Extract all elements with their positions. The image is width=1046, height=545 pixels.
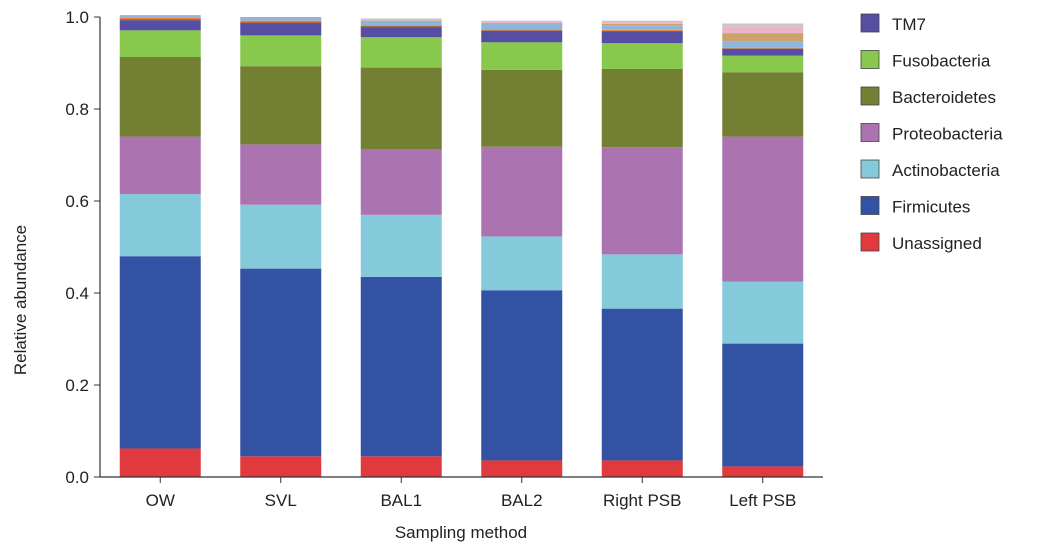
bar-segment-tm7-right-psb — [601, 31, 683, 44]
legend-label-unassigned: Unassigned — [892, 234, 982, 253]
y-tick-label-0-8: 0.8 — [65, 100, 89, 119]
bar-segment-minor-5-right-psb — [601, 20, 683, 23]
x-tick-label-left-psb: Left PSB — [729, 491, 796, 510]
y-tick-label-0-0: 0.0 — [65, 468, 89, 487]
bar-segment-tm7-left-psb — [722, 48, 804, 56]
bar-segment-minor-3-bal2 — [481, 22, 563, 24]
bar-segment-tm7-bal2 — [481, 30, 563, 43]
legend-label-fusobacteria: Fusobacteria — [892, 52, 991, 71]
bar-segment-bacteroidetes-svl — [240, 66, 322, 145]
x-tick-label-bal2: BAL2 — [501, 491, 543, 510]
bar-segment-firmicutes-left-psb — [722, 343, 804, 467]
bar-segment-unassigned-bal2 — [481, 460, 563, 477]
bar-segment-fusobacteria-left-psb — [722, 55, 804, 73]
bar-segment-minor-2-svl — [240, 17, 322, 21]
bar-segment-minor-2-ow — [119, 15, 201, 18]
bar-segment-minor-0-bal1 — [360, 26, 442, 28]
legend-swatch-firmicutes — [860, 196, 880, 215]
axes-group: OW SVL BAL1 BAL2 Right PSB Left PSB 0.0 0.2 0.4 0… — [65, 8, 823, 510]
bar-segment-actinobacteria-right-psb — [601, 254, 683, 309]
bar-segment-proteobacteria-svl — [240, 144, 322, 205]
bar-segment-fusobacteria-right-psb — [601, 43, 683, 69]
bar-segment-tm7-svl — [240, 23, 322, 36]
bar-segment-minor-4-right-psb — [601, 22, 683, 24]
bar-segment-proteobacteria-bal2 — [481, 146, 563, 237]
x-tick-label-svl: SVL — [265, 491, 297, 510]
bar-segment-bacteroidetes-bal1 — [360, 67, 442, 150]
legend-swatch-fusobacteria — [860, 50, 880, 69]
bar-segment-actinobacteria-svl — [240, 204, 322, 269]
bar-segment-minor-1-bal2 — [481, 29, 563, 31]
bar-segment-firmicutes-bal1 — [360, 276, 442, 457]
bar-segment-minor-2-bal1 — [360, 20, 442, 26]
bar-segment-unassigned-left-psb — [722, 466, 804, 477]
bar-segment-tm7-bal1 — [360, 27, 442, 38]
bar-segment-firmicutes-right-psb — [601, 308, 683, 461]
legend-label-tm7: TM7 — [892, 15, 926, 34]
bar-segment-minor-4-bal1 — [360, 18, 442, 21]
bar-segment-minor-2-right-psb — [601, 25, 683, 30]
bar-segment-minor-0-svl — [240, 22, 322, 24]
y-tick-label-1-0: 1.0 — [65, 8, 89, 27]
bar-segment-unassigned-right-psb — [601, 460, 683, 477]
y-axis-title: Relative abundance — [11, 225, 30, 375]
legend-label-actinobacteria: Actinobacteria — [892, 161, 1000, 180]
legend-label-bacteroidetes: Bacteroidetes — [892, 88, 996, 107]
bar-segment-actinobacteria-bal1 — [360, 214, 442, 277]
bar-segment-firmicutes-bal2 — [481, 290, 563, 461]
bar-segment-bacteroidetes-ow — [119, 57, 201, 137]
bar-segment-fusobacteria-bal1 — [360, 37, 442, 68]
bar-segment-firmicutes-ow — [119, 256, 201, 449]
bar-segment-minor-2-bal2 — [481, 23, 563, 30]
bar-segment-tm7-ow — [119, 20, 201, 31]
bars-group — [119, 15, 804, 477]
bar-segment-proteobacteria-bal1 — [360, 149, 442, 215]
bar-segment-unassigned-svl — [240, 456, 322, 477]
x-tick-label-right-psb: Right PSB — [603, 491, 681, 510]
legend: TM7 Fusobacteria Bacteroidetes Proteobacter… — [860, 13, 1003, 253]
bar-segment-minor-3-left-psb — [722, 33, 804, 42]
legend-swatch-tm7 — [860, 13, 880, 33]
x-tick-label-bal1: BAL1 — [380, 491, 422, 510]
bar-segment-bacteroidetes-bal2 — [481, 69, 563, 147]
bar-segment-minor-1-svl — [240, 20, 322, 23]
bar-segment-minor-1-right-psb — [601, 29, 683, 31]
y-tick-label-0-2: 0.2 — [65, 376, 89, 395]
bar-segment-minor-4-left-psb — [722, 26, 804, 34]
y-tick-label-0-6: 0.6 — [65, 192, 89, 211]
bar-segment-minor-0-ow — [119, 19, 201, 21]
x-tick-label-ow: OW — [146, 491, 175, 510]
legend-label-proteobacteria: Proteobacteria — [892, 125, 1003, 144]
bar-segment-bacteroidetes-left-psb — [722, 72, 804, 137]
legend-swatch-actinobacteria — [860, 159, 880, 179]
bar-segment-minor-2-left-psb — [722, 41, 804, 48]
bar-segment-minor-4-bal2 — [481, 21, 563, 23]
bar-segment-minor-1-ow — [119, 17, 201, 20]
y-tick-label-0-4: 0.4 — [65, 284, 89, 303]
bar-segment-proteobacteria-right-psb — [601, 147, 683, 255]
bar-segment-fusobacteria-ow — [119, 30, 201, 58]
bar-segment-actinobacteria-ow — [119, 194, 201, 257]
bar-segment-firmicutes-svl — [240, 268, 322, 457]
bar-segment-actinobacteria-bal2 — [481, 236, 563, 291]
bar-segment-bacteroidetes-right-psb — [601, 68, 683, 148]
bar-segment-fusobacteria-bal2 — [481, 42, 563, 70]
legend-swatch-unassigned — [860, 232, 880, 252]
legend-label-firmicutes: Firmicutes — [892, 198, 970, 217]
bar-segment-actinobacteria-left-psb — [722, 281, 804, 344]
bar-segment-minor-3-right-psb — [601, 23, 683, 26]
bar-segment-minor-5-left-psb — [722, 23, 804, 27]
bar-segment-fusobacteria-svl — [240, 35, 322, 67]
bar-segment-unassigned-ow — [119, 448, 201, 477]
legend-swatch-proteobacteria — [860, 123, 880, 142]
bar-segment-proteobacteria-left-psb — [722, 136, 804, 282]
legend-swatch-bacteroidetes — [860, 86, 880, 106]
bar-segment-proteobacteria-ow — [119, 136, 201, 195]
bar-segment-minor-5-bal2 — [481, 20, 563, 22]
bar-segment-unassigned-bal1 — [360, 456, 442, 477]
bar-segment-minor-1-bal1 — [360, 25, 442, 27]
x-axis-title: Sampling method — [395, 523, 527, 542]
